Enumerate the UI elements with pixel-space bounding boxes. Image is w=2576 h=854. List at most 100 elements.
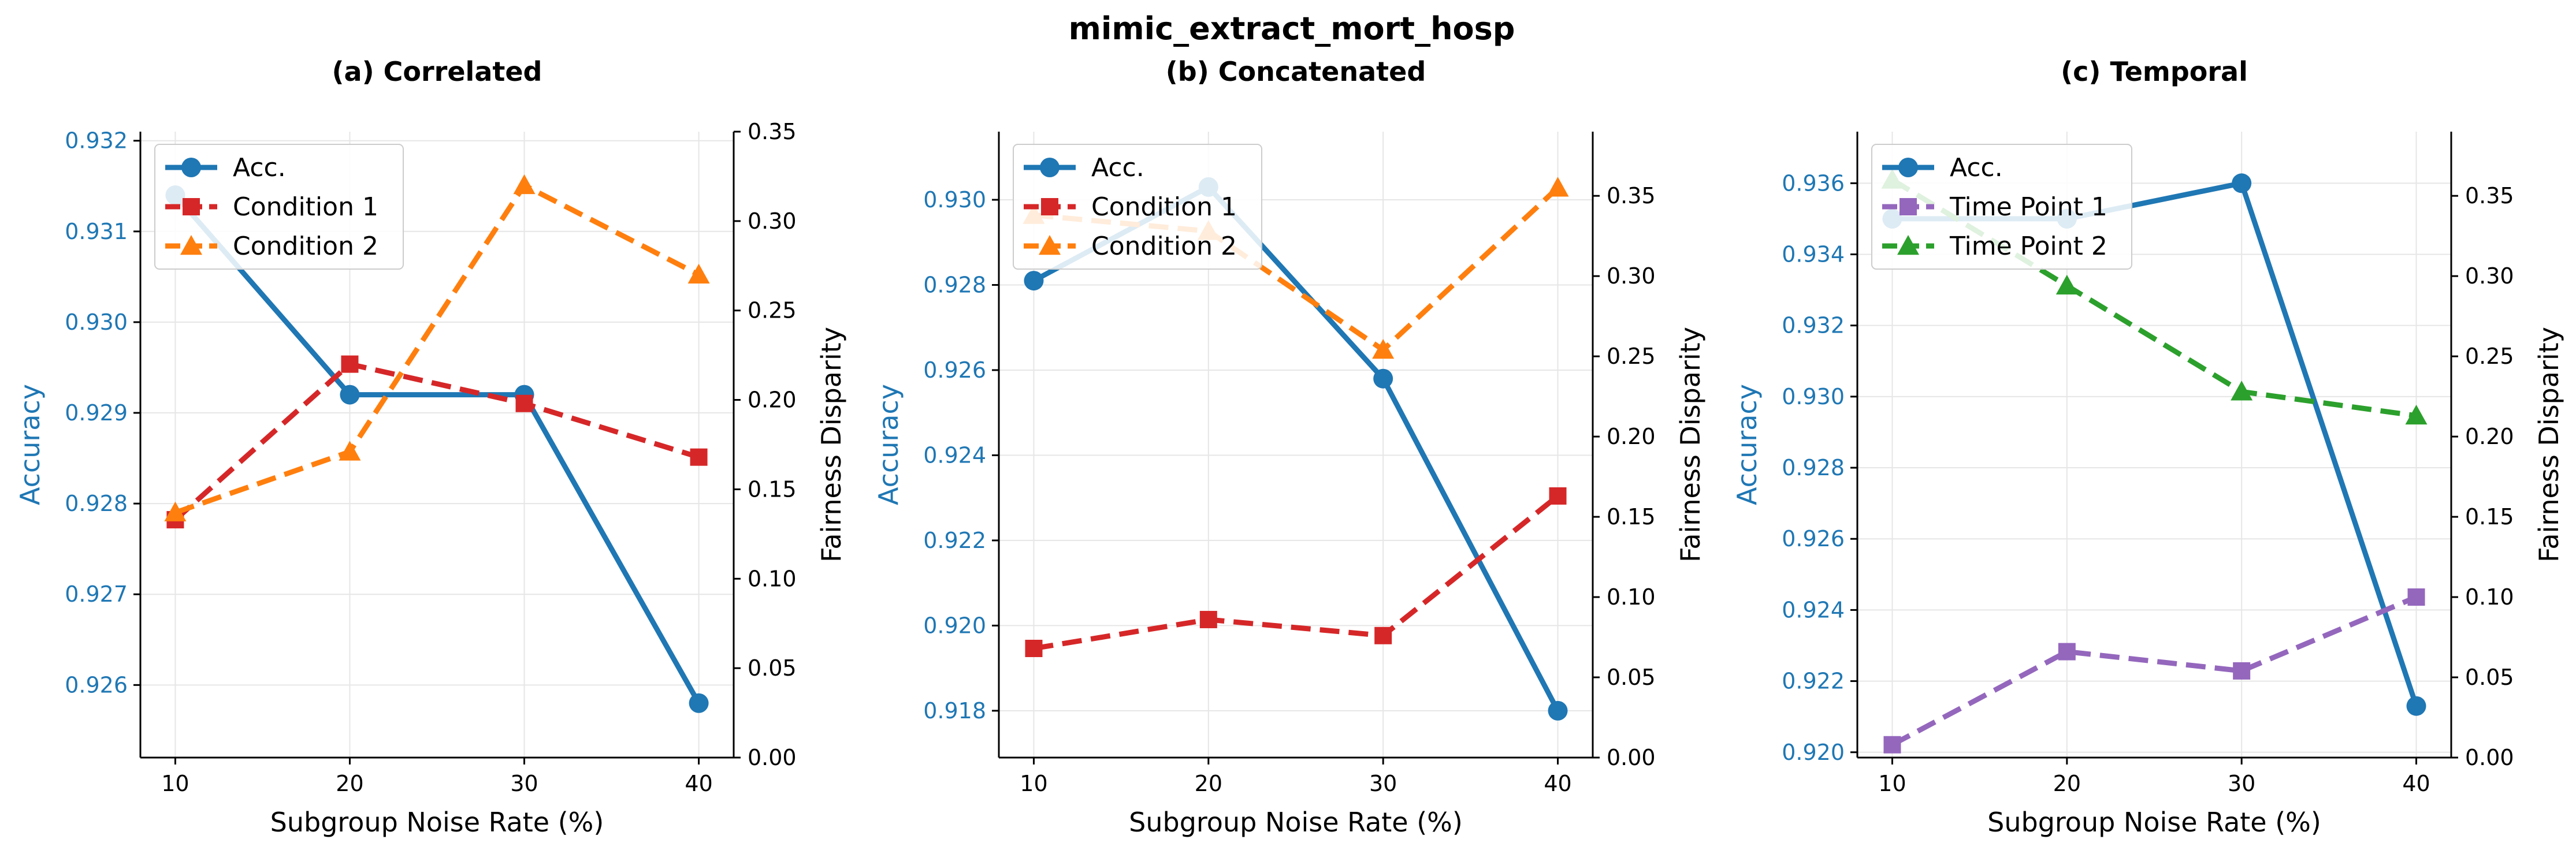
legend-marker xyxy=(1897,235,1919,255)
data-point xyxy=(2232,173,2252,193)
left-y-tick-label: 0.929 xyxy=(65,400,128,426)
left-y-tick-label: 0.922 xyxy=(923,528,986,553)
right-y-tick-label: 0.35 xyxy=(748,119,797,144)
right-y-tick-label: 0.15 xyxy=(2465,504,2514,529)
data-point xyxy=(1199,610,1217,628)
left-y-tick-label: 0.928 xyxy=(923,272,986,297)
right-y-tick-label: 0.25 xyxy=(2465,344,2514,369)
right-y-tick-label: 0.20 xyxy=(748,387,797,413)
right-y-tick-label: 0.25 xyxy=(748,298,797,323)
data-point xyxy=(1372,339,1395,359)
x-tick-label: 10 xyxy=(1020,771,1047,796)
legend-marker xyxy=(1041,198,1058,215)
chart-panel-3: 10 20 30 40 0.920 0.922 0.924 0.926 0.928 0.930 0.… xyxy=(1731,56,2564,838)
data-point xyxy=(2233,662,2251,680)
legend-label: Condition 1 xyxy=(1091,192,1237,222)
data-point xyxy=(515,394,533,412)
data-point xyxy=(2407,588,2425,606)
series-line xyxy=(174,182,700,515)
left-y-tick-label: 0.934 xyxy=(1782,241,1845,267)
right-y-tick-label: 0.20 xyxy=(2465,424,2514,449)
data-point xyxy=(1549,487,1567,505)
figure-suptitle: mimic_extract_mort_hosp xyxy=(1069,10,1515,47)
legend-marker xyxy=(181,158,201,177)
right-y-tick-label: 0.05 xyxy=(748,655,797,681)
right-y-tick-label: 0.35 xyxy=(2465,183,2514,208)
x-tick-label: 30 xyxy=(510,771,538,796)
left-y-tick-label: 0.932 xyxy=(65,128,128,154)
x-tick-label: 20 xyxy=(2053,771,2081,796)
right-y-tick-label: 0.00 xyxy=(1607,745,1656,770)
left-y-tick-label: 0.920 xyxy=(1782,740,1845,765)
x-axis-label: Subgroup Noise Rate (%) xyxy=(1129,807,1463,838)
panel-title: (a) Correlated xyxy=(332,56,542,87)
legend-marker xyxy=(1040,158,1060,177)
right-y-axis-label: Fairness Disparity xyxy=(816,327,847,562)
series-line xyxy=(1033,494,1560,651)
legend-box xyxy=(154,144,404,270)
legend-marker xyxy=(1039,235,1061,255)
legend-box xyxy=(1871,144,2132,270)
left-y-axis-label: Accuracy xyxy=(873,384,904,505)
right-y-tick-label: 0.35 xyxy=(1607,183,1656,208)
legend-label: Condition 1 xyxy=(233,192,378,222)
series-line xyxy=(1891,594,2418,747)
right-y-tick-label: 0.15 xyxy=(748,476,797,502)
left-y-tick-label: 0.927 xyxy=(65,581,128,607)
legend-marker xyxy=(183,198,200,215)
legend-label: Time Point 1 xyxy=(1949,192,2107,222)
left-y-tick-label: 0.931 xyxy=(65,219,128,244)
right-y-tick-label: 0.10 xyxy=(1607,584,1656,610)
right-y-axis-label: Fairness Disparity xyxy=(1675,327,1706,562)
legend-box xyxy=(1013,144,1262,270)
data-point xyxy=(1548,700,1568,721)
right-y-tick-label: 0.10 xyxy=(748,566,797,591)
left-y-tick-label: 0.926 xyxy=(65,672,128,698)
chart-panel-2: 10 20 30 40 0.918 0.920 0.922 0.924 0.926 0.928 0.… xyxy=(873,56,1706,838)
right-y-tick-label: 0.00 xyxy=(2465,745,2514,770)
left-y-tick-label: 0.924 xyxy=(923,442,986,468)
data-point xyxy=(340,385,360,405)
left-y-tick-label: 0.930 xyxy=(1782,384,1845,409)
right-y-tick-label: 0.10 xyxy=(2465,584,2514,610)
left-y-tick-label: 0.920 xyxy=(923,613,986,638)
right-y-tick-label: 0.05 xyxy=(1607,665,1656,690)
data-point xyxy=(341,355,359,373)
legend-label: Acc. xyxy=(1091,153,1144,182)
data-point xyxy=(1024,271,1044,291)
legend-label: Condition 2 xyxy=(233,232,378,261)
x-tick-label: 10 xyxy=(1878,771,1906,796)
right-y-tick-label: 0.30 xyxy=(1607,263,1656,289)
legend-label: Time Point 2 xyxy=(1949,232,2107,261)
data-point xyxy=(1373,368,1393,389)
legend-label: Acc. xyxy=(1950,153,2003,182)
x-tick-label: 30 xyxy=(2228,771,2255,796)
legend-label: Condition 2 xyxy=(1091,232,1237,261)
right-y-tick-label: 0.20 xyxy=(1607,424,1656,449)
chart-panel-1: 10 20 30 40 0.926 0.927 0.928 0.929 0.930 0.931 0.… xyxy=(14,56,847,838)
x-axis-label: Subgroup Noise Rate (%) xyxy=(270,807,604,838)
data-point xyxy=(1025,639,1043,657)
left-y-tick-label: 0.928 xyxy=(65,491,128,516)
data-point xyxy=(1374,626,1392,644)
x-axis-label: Subgroup Noise Rate (%) xyxy=(1987,807,2321,838)
panel-title: (c) Temporal xyxy=(2061,56,2248,87)
x-tick-label: 10 xyxy=(161,771,189,796)
legend-label: Acc. xyxy=(233,153,286,182)
left-y-axis-label: Accuracy xyxy=(1731,384,1763,505)
data-point xyxy=(2055,274,2078,295)
left-y-tick-label: 0.926 xyxy=(1782,526,1845,551)
right-y-tick-label: 0.25 xyxy=(1607,344,1656,369)
x-tick-label: 40 xyxy=(1544,771,1571,796)
data-point xyxy=(2406,696,2426,716)
left-y-tick-label: 0.924 xyxy=(1782,597,1845,622)
right-y-tick-label: 0.30 xyxy=(748,208,797,234)
data-point xyxy=(687,263,710,284)
left-y-tick-label: 0.936 xyxy=(1782,170,1845,196)
legend-marker xyxy=(1900,198,1917,215)
data-point xyxy=(690,448,708,466)
left-y-tick-label: 0.930 xyxy=(923,187,986,212)
left-y-tick-label: 0.932 xyxy=(1782,313,1845,338)
data-point xyxy=(164,501,187,521)
